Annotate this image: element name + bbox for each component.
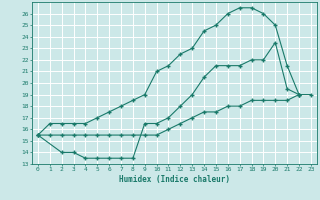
X-axis label: Humidex (Indice chaleur): Humidex (Indice chaleur) <box>119 175 230 184</box>
